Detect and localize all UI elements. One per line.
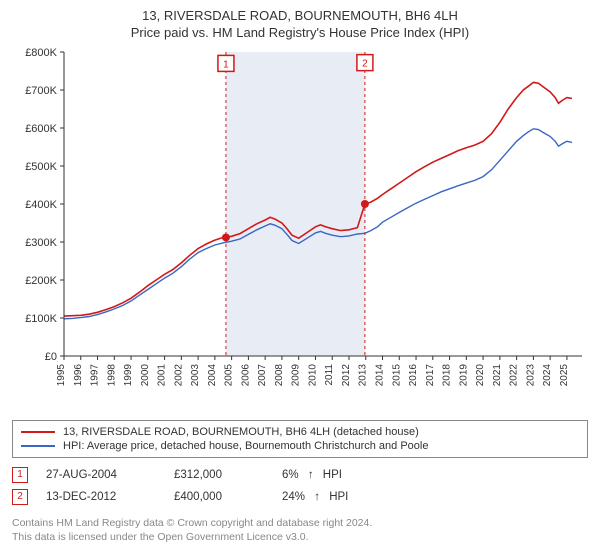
svg-text:1999: 1999 <box>123 364 134 387</box>
svg-text:1: 1 <box>223 59 229 70</box>
svg-text:2001: 2001 <box>157 364 168 387</box>
sale-delta: 6% ↑ HPI <box>282 469 342 481</box>
svg-text:1997: 1997 <box>90 364 101 387</box>
svg-text:2017: 2017 <box>425 364 436 387</box>
svg-text:2007: 2007 <box>257 364 268 387</box>
legend-row: HPI: Average price, detached house, Bour… <box>21 439 579 453</box>
svg-text:2012: 2012 <box>341 364 352 387</box>
sale-delta: 24% ↑ HPI <box>282 491 348 503</box>
svg-text:2025: 2025 <box>559 364 570 387</box>
attribution-footer: Contains HM Land Registry data © Crown c… <box>12 516 588 544</box>
svg-text:2015: 2015 <box>391 364 402 387</box>
svg-text:2005: 2005 <box>224 364 235 387</box>
svg-text:2000: 2000 <box>140 364 151 387</box>
svg-text:1998: 1998 <box>106 364 117 387</box>
svg-text:2023: 2023 <box>525 364 536 387</box>
sale-price: £400,000 <box>174 491 264 503</box>
svg-text:2006: 2006 <box>240 364 251 387</box>
svg-text:2013: 2013 <box>358 364 369 387</box>
svg-text:2016: 2016 <box>408 364 419 387</box>
chart-area: £0 £100K £200K £300K £400K £500K £600K £700K £80… <box>12 46 588 416</box>
sale-marker-2: 2 <box>12 489 28 505</box>
svg-text:2008: 2008 <box>274 364 285 387</box>
svg-text:2002: 2002 <box>173 364 184 387</box>
legend-label: 13, RIVERSDALE ROAD, BOURNEMOUTH, BH6 4L… <box>63 426 419 438</box>
line-chart-svg: £0 £100K £200K £300K £400K £500K £600K £700K £80… <box>12 46 588 416</box>
svg-text:2011: 2011 <box>324 364 335 386</box>
svg-text:£100K: £100K <box>25 313 57 325</box>
svg-text:£0: £0 <box>45 351 57 363</box>
svg-text:2024: 2024 <box>542 364 553 387</box>
svg-text:£400K: £400K <box>25 199 57 211</box>
sales-table: 1 27-AUG-2004 £312,000 6% ↑ HPI 2 13-DEC… <box>12 464 588 508</box>
sale-date: 27-AUG-2004 <box>46 469 156 481</box>
svg-text:1996: 1996 <box>73 364 84 387</box>
svg-text:£500K: £500K <box>25 161 57 173</box>
svg-text:1995: 1995 <box>56 364 67 387</box>
chart-title-address: 13, RIVERSDALE ROAD, BOURNEMOUTH, BH6 4L… <box>12 8 588 23</box>
chart-title-subtitle: Price paid vs. HM Land Registry's House … <box>12 25 588 40</box>
footer-line: Contains HM Land Registry data © Crown c… <box>12 516 588 530</box>
legend-row: 13, RIVERSDALE ROAD, BOURNEMOUTH, BH6 4L… <box>21 425 579 439</box>
sale-price: £312,000 <box>174 469 264 481</box>
legend-label: HPI: Average price, detached house, Bour… <box>63 440 428 452</box>
svg-text:2021: 2021 <box>492 364 503 387</box>
sale-row: 2 13-DEC-2012 £400,000 24% ↑ HPI <box>12 486 588 508</box>
svg-text:2004: 2004 <box>207 364 218 387</box>
svg-text:2019: 2019 <box>458 364 469 387</box>
svg-text:2020: 2020 <box>475 364 486 387</box>
svg-text:2010: 2010 <box>307 364 318 387</box>
legend: 13, RIVERSDALE ROAD, BOURNEMOUTH, BH6 4L… <box>12 420 588 458</box>
svg-text:2014: 2014 <box>375 364 386 387</box>
sale-row: 1 27-AUG-2004 £312,000 6% ↑ HPI <box>12 464 588 486</box>
legend-swatch <box>21 445 55 447</box>
svg-text:2018: 2018 <box>442 364 453 387</box>
svg-text:2009: 2009 <box>291 364 302 387</box>
svg-text:£200K: £200K <box>25 275 57 287</box>
sale-marker-1: 1 <box>12 467 28 483</box>
sale-date: 13-DEC-2012 <box>46 491 156 503</box>
legend-swatch <box>21 431 55 433</box>
svg-text:£300K: £300K <box>25 237 57 249</box>
svg-text:£800K: £800K <box>25 47 57 59</box>
svg-text:2022: 2022 <box>509 364 520 387</box>
svg-text:2003: 2003 <box>190 364 201 387</box>
svg-text:2: 2 <box>362 59 368 70</box>
footer-line: This data is licensed under the Open Gov… <box>12 530 588 544</box>
svg-text:£700K: £700K <box>25 85 57 97</box>
svg-text:£600K: £600K <box>25 123 57 135</box>
